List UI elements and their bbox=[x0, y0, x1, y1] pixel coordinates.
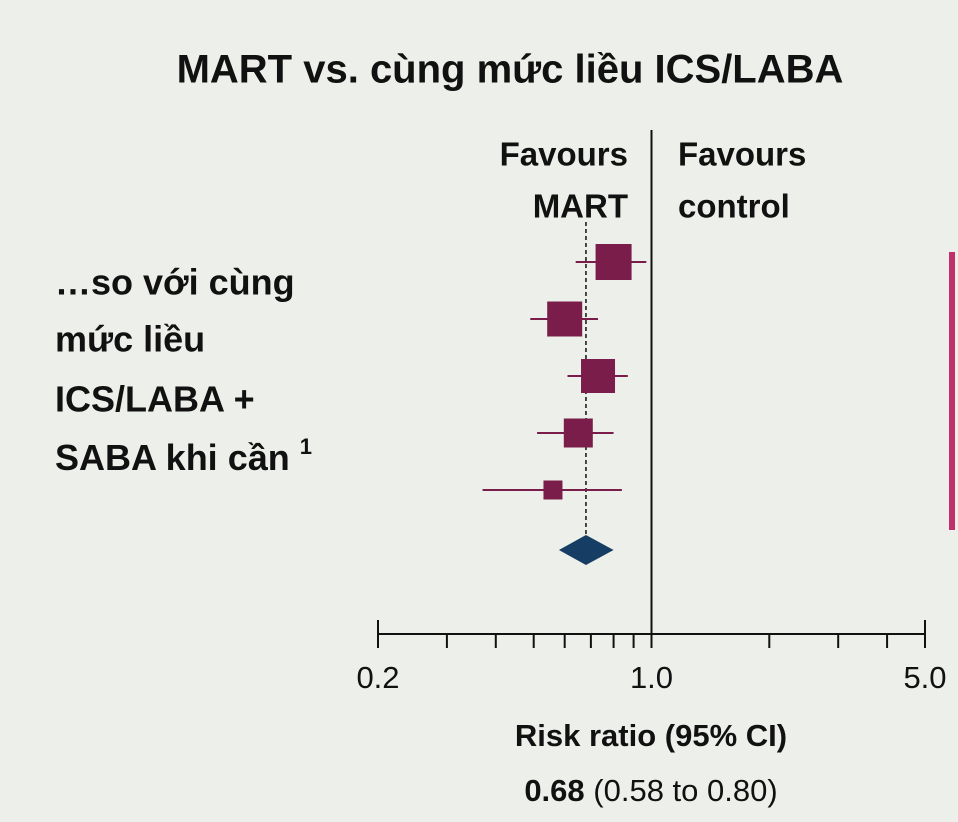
x-tick-label: 1.0 bbox=[630, 660, 673, 695]
estimate-square bbox=[547, 301, 583, 337]
superscript: 1 bbox=[300, 434, 312, 459]
estimate-square bbox=[581, 359, 616, 393]
pooled-label: 0.68 (0.58 to 0.80) bbox=[524, 773, 777, 808]
x-tick-label: 0.2 bbox=[356, 660, 399, 695]
favours-left: MART bbox=[533, 188, 628, 225]
left-text: SABA khi cần 1 bbox=[55, 434, 312, 478]
x-tick-label: 5.0 bbox=[903, 660, 946, 695]
pooled-diamond bbox=[558, 535, 614, 565]
edge-bar bbox=[949, 252, 955, 530]
left-text: mức liều bbox=[55, 319, 205, 360]
favours-right: control bbox=[678, 188, 790, 225]
left-text: ICS/LABA + bbox=[55, 379, 255, 420]
x-axis-label: Risk ratio (95% CI) bbox=[515, 718, 787, 753]
left-text-line: SABA khi cần bbox=[55, 437, 290, 478]
pooled-value: 0.68 bbox=[524, 773, 584, 808]
favours-right: Favours bbox=[678, 136, 806, 173]
estimate-square bbox=[543, 480, 563, 500]
left-text: …so với cùng bbox=[55, 262, 295, 303]
pooled-ci: (0.58 to 0.80) bbox=[593, 773, 777, 808]
estimate-square bbox=[563, 418, 593, 448]
favours-left: Favours bbox=[500, 136, 628, 173]
estimate-square bbox=[595, 244, 632, 280]
title: MART vs. cùng mức liều ICS/LABA bbox=[177, 48, 844, 92]
